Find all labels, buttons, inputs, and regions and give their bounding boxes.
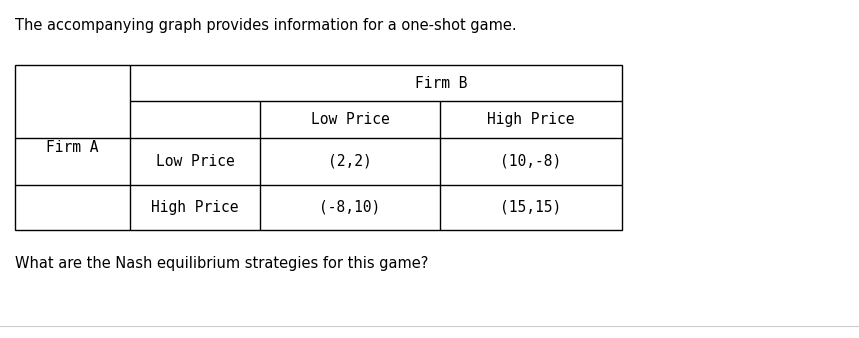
Text: (-8,10): (-8,10) <box>320 200 381 215</box>
Text: Low Price: Low Price <box>155 154 235 169</box>
Text: Firm B: Firm B <box>415 75 467 91</box>
Text: (15,15): (15,15) <box>501 200 562 215</box>
Text: Firm A: Firm A <box>46 140 99 155</box>
Text: (2,2): (2,2) <box>328 154 372 169</box>
Text: The accompanying graph provides information for a one-shot game.: The accompanying graph provides informat… <box>15 18 516 33</box>
Text: (10,-8): (10,-8) <box>501 154 562 169</box>
Text: What are the Nash equilibrium strategies for this game?: What are the Nash equilibrium strategies… <box>15 256 429 271</box>
Text: High Price: High Price <box>151 200 239 215</box>
Bar <box>15 65 622 230</box>
Text: High Price: High Price <box>487 112 575 127</box>
Text: Low Price: Low Price <box>311 112 389 127</box>
